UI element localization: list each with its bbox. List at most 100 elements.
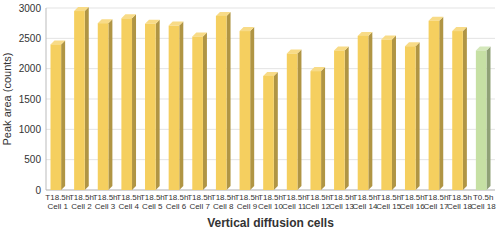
bar-top xyxy=(145,20,160,24)
bar xyxy=(216,16,227,190)
bar-side xyxy=(203,33,207,190)
x-tick-label: T18.5hCell 9 xyxy=(234,193,259,211)
x-tick-label-line: T18.5h xyxy=(447,193,472,202)
y-axis-label: Peak area (counts) xyxy=(1,53,13,146)
bar-top xyxy=(429,17,444,21)
bar-side xyxy=(179,22,183,190)
x-tick-label-line: T0.5h xyxy=(473,193,493,202)
x-tick-label-line: T18.5h xyxy=(116,193,141,202)
x-tick-label-line: T18.5h xyxy=(234,193,259,202)
bar-top xyxy=(98,19,113,23)
bar-side xyxy=(487,46,491,190)
bar xyxy=(50,44,61,190)
bar-top xyxy=(74,7,89,11)
bar-top xyxy=(334,46,349,50)
bar-top xyxy=(452,27,467,31)
bar-side xyxy=(250,27,254,190)
y-tick-label: 1500 xyxy=(19,94,42,105)
bars xyxy=(50,7,490,190)
x-tick-label-line: Cell 12 xyxy=(305,202,330,211)
bar-top xyxy=(240,27,255,31)
x-tick-label-line: Cell 5 xyxy=(142,202,163,211)
bar xyxy=(240,31,251,190)
x-tick-label-line: T18.5h xyxy=(164,193,189,202)
y-tick-label: 500 xyxy=(24,154,41,165)
bar xyxy=(381,40,392,190)
x-tick-label-line: T18.5h xyxy=(305,193,330,202)
x-tick-label-line: T18.5h xyxy=(45,193,70,202)
x-tick-label-line: T18.5h xyxy=(69,193,94,202)
bar-side xyxy=(132,14,136,190)
x-tick-label-line: Cell 6 xyxy=(166,202,187,211)
bar-side xyxy=(392,36,396,190)
bar xyxy=(169,26,180,190)
bar-top xyxy=(263,72,278,76)
bar-side xyxy=(156,20,160,190)
x-tick-label-line: Cell 4 xyxy=(118,202,139,211)
x-tick-label: T18.5hCell 5 xyxy=(140,193,165,211)
x-tick-label: T18.5hCell 15 xyxy=(376,193,401,211)
x-tick-label: T18.5hCell 7 xyxy=(187,193,212,211)
bar xyxy=(287,54,298,191)
bar-side xyxy=(85,7,89,190)
x-tick-label-line: Cell 15 xyxy=(376,202,401,211)
x-tick-label-line: Cell 1 xyxy=(48,202,69,211)
x-tick-label: T18.5hCell 4 xyxy=(116,193,141,211)
x-tick-label: T18.5hCell 10 xyxy=(258,193,283,211)
x-tick-label: T18.5hCell 16 xyxy=(400,193,425,211)
x-tick-label-line: Cell 16 xyxy=(400,202,425,211)
y-tick-label: 2500 xyxy=(19,33,42,44)
bar-side xyxy=(297,50,301,191)
bar xyxy=(358,36,369,190)
bar-top xyxy=(405,42,420,46)
x-tick-label-line: Cell 13 xyxy=(329,202,354,211)
x-tick-label-line: Cell 17 xyxy=(423,202,448,211)
bar xyxy=(74,11,85,190)
x-tick-label-line: T18.5h xyxy=(211,193,236,202)
bar-top xyxy=(121,14,136,18)
bar xyxy=(405,46,416,190)
bar-side xyxy=(345,46,349,190)
bar xyxy=(429,21,440,190)
y-tick-label: 1000 xyxy=(19,124,42,135)
x-tick-label-line: Cell 3 xyxy=(95,202,116,211)
x-tick-label: T18.5hCell 2 xyxy=(69,193,94,211)
x-tick-label: T18.5hCell 14 xyxy=(353,193,378,211)
bar-top xyxy=(169,22,184,26)
x-tick-label: T18.5hCell 13 xyxy=(329,193,354,211)
x-tick-label-line: Cell 9 xyxy=(237,202,258,211)
bar-side xyxy=(274,72,278,190)
x-tick-label-line: T18.5h xyxy=(258,193,283,202)
bar-top xyxy=(287,50,302,54)
bar-top xyxy=(216,12,231,16)
bar xyxy=(145,24,156,190)
x-tick-label-line: T18.5h xyxy=(400,193,425,202)
chart-container: 050010001500200025003000T18.5hCell 1T18.… xyxy=(0,0,500,230)
bar xyxy=(310,71,321,190)
bar-side xyxy=(439,17,443,190)
chart-svg: 050010001500200025003000T18.5hCell 1T18.… xyxy=(0,0,500,230)
bar xyxy=(263,76,274,190)
bar xyxy=(452,31,463,190)
x-tick-label: T18.5hCell 17 xyxy=(423,193,448,211)
x-tick-label-line: Cell 18 xyxy=(471,202,496,211)
x-tick-label-line: T18.5h xyxy=(376,193,401,202)
grid-line xyxy=(46,38,495,39)
bar-top xyxy=(50,40,65,44)
bar-top xyxy=(358,32,373,36)
x-tick-label-line: Cell 7 xyxy=(189,202,210,211)
bar-side xyxy=(416,42,420,190)
x-tick-label: T0.5hCell 18 xyxy=(471,193,496,211)
y-tick-label: 2000 xyxy=(19,63,42,74)
bar-side xyxy=(227,12,231,190)
bar-side xyxy=(61,40,65,190)
bar xyxy=(476,50,487,190)
x-axis-label: Vertical diffusion cells xyxy=(207,216,334,230)
x-tick-label: T18.5hCell 8 xyxy=(211,193,236,211)
x-tick-label-line: T18.5h xyxy=(93,193,118,202)
x-tick-label: T18.5hCell 18 xyxy=(447,193,472,211)
bar xyxy=(192,37,203,190)
y-tick-label: 0 xyxy=(35,185,41,196)
x-tick-label: T18.5hCell 11 xyxy=(282,193,307,211)
x-tick-label-line: T18.5h xyxy=(282,193,307,202)
